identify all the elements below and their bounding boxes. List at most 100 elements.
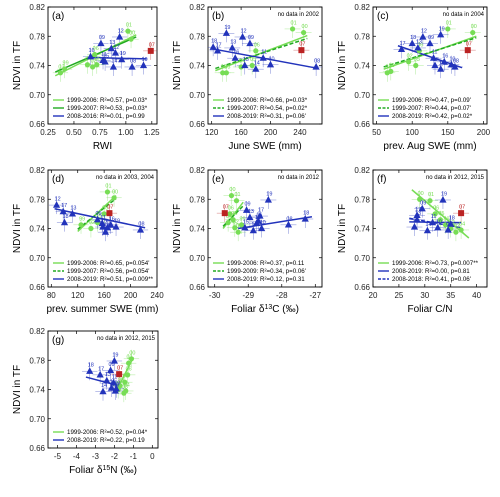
data-point-triangle	[264, 195, 272, 203]
data-point-circle	[427, 198, 433, 204]
panel-letter: (d)	[52, 174, 64, 185]
x-tick-label: 100	[406, 128, 420, 137]
x-axis-label-part: 13	[264, 304, 272, 311]
data-point-label: 09	[109, 362, 115, 368]
x-tick-label: -2	[111, 452, 119, 461]
data-point-triangle	[68, 209, 77, 217]
data-point-label: 00	[418, 191, 424, 197]
data-point-triangle	[128, 62, 136, 70]
data-point-circle	[78, 222, 84, 228]
data-point-label: 09	[428, 35, 434, 41]
data-point-circle	[301, 29, 307, 36]
data-point-label: 10	[141, 57, 147, 63]
y-tick-label: 0.78	[29, 356, 45, 365]
legend-entry: 2008-2019: R²=0.42, p=0.02*	[392, 113, 473, 120]
y-tick-label: 0.70	[29, 254, 45, 263]
x-tick-label: 35	[446, 291, 455, 300]
data-point-label: 19	[114, 219, 120, 225]
data-point-label: 05	[438, 211, 444, 217]
data-point-label: 12	[55, 197, 61, 203]
data-point-label: 17	[113, 45, 119, 51]
data-point-label: 05	[95, 214, 101, 220]
data-point-label: 03	[122, 385, 128, 391]
legend-entry: 1999-2007: R²=0.44, p=0.07'	[392, 105, 471, 112]
data-point-label: 04	[459, 221, 465, 227]
legend-entry: 1999-2006: R²=0.37, p=0.11	[227, 260, 305, 267]
data-point-label: 10	[436, 219, 442, 225]
y-tick-label: 0.66	[189, 283, 205, 292]
y-tick-label: 0.74	[189, 225, 205, 234]
data-point-square	[147, 47, 154, 54]
data-point-circle	[90, 64, 96, 70]
panel-note: no data in 2003, 2004	[96, 175, 155, 181]
x-tick-label: 160	[97, 291, 111, 300]
regression-line	[383, 36, 477, 68]
data-point-label: 18	[88, 363, 94, 369]
data-point-label: 08	[286, 216, 292, 222]
data-point-triangle	[241, 223, 249, 231]
x-tick-label: 160	[234, 128, 248, 137]
x-tick-label: 30	[420, 291, 429, 300]
x-tick-label: 25	[394, 291, 403, 300]
legend-entry: 2008-2018: R²=0.41, p=0.06'	[392, 276, 471, 283]
data-point-circle	[125, 28, 131, 34]
data-point-label: 01	[105, 183, 111, 189]
x-tick-label: -28	[276, 291, 288, 300]
data-point-label: 15	[243, 57, 249, 63]
data-point-circle	[445, 26, 451, 32]
data-point-label: 05	[414, 57, 420, 63]
data-point-triangle	[52, 201, 61, 208]
data-point-label: 09	[420, 200, 426, 206]
data-point-label: 09	[95, 211, 101, 217]
y-tick-label: 0.78	[189, 32, 205, 41]
data-point-label: 16	[442, 53, 448, 59]
x-tick-label: -29	[242, 291, 254, 300]
data-point-circle	[126, 360, 132, 366]
data-point-label: 07	[459, 205, 465, 211]
data-point-label: 14	[425, 222, 431, 228]
plot-content: 99000102030405060708091011131416171819	[406, 189, 470, 242]
data-point-label: 02	[91, 58, 97, 64]
data-point-label: 17	[399, 41, 405, 47]
data-point-label: 06	[433, 205, 439, 211]
data-point-square	[106, 210, 113, 217]
data-point-circle	[94, 62, 100, 68]
legend-entry: 1999-2006: R²=0.65, p=0.054'	[67, 260, 149, 267]
data-point-label: 04	[239, 58, 245, 64]
data-point-circle	[437, 217, 443, 223]
data-point-label: 11	[112, 374, 118, 380]
data-point-triangle	[259, 54, 267, 61]
panel-b: 0.66 0.70 0.74 0.78 0.82 120 160 200 240 June SWE…	[172, 3, 323, 152]
panel-e: 0.66 0.70 0.74 0.78 0.82 -30 -29 -28 -27 Foliar δ…	[172, 166, 323, 315]
data-point-triangle	[254, 217, 262, 224]
data-point-label: 11	[261, 50, 267, 56]
panel-letter: (c)	[377, 11, 389, 22]
data-point-circle	[233, 198, 240, 204]
data-point-label: 99	[118, 377, 124, 383]
data-point-triangle	[410, 223, 419, 230]
data-point-label: 15	[103, 53, 109, 59]
data-point-triangle	[112, 223, 120, 230]
data-point-circle	[111, 195, 117, 201]
regression-line	[89, 56, 147, 60]
legend-entry: 1999-2006: R²=0.66, p=0.03*	[227, 97, 308, 104]
data-point-triangle	[428, 218, 437, 226]
y-tick-label: 0.66	[354, 120, 370, 129]
regression-line	[222, 205, 244, 227]
data-point-square	[116, 371, 123, 378]
x-axis-label-part: C (‰)	[272, 304, 299, 315]
x-tick-label: 1.25	[144, 128, 160, 137]
x-tick-label: 50	[372, 128, 381, 137]
x-axis-label-part: Foliar δ	[69, 465, 103, 476]
y-tick-label: 0.66	[354, 283, 370, 292]
regression-line	[77, 197, 117, 230]
data-point-label: 16	[233, 50, 239, 56]
x-tick-label: 0.25	[40, 128, 56, 137]
data-point-circle	[453, 229, 459, 235]
data-point-label: 09	[99, 35, 105, 41]
data-point-label: 99	[221, 64, 227, 70]
data-point-label: 02	[116, 381, 122, 387]
data-point-label: 03	[224, 64, 230, 70]
data-point-label: 03	[236, 224, 242, 230]
data-point-triangle	[246, 39, 254, 47]
